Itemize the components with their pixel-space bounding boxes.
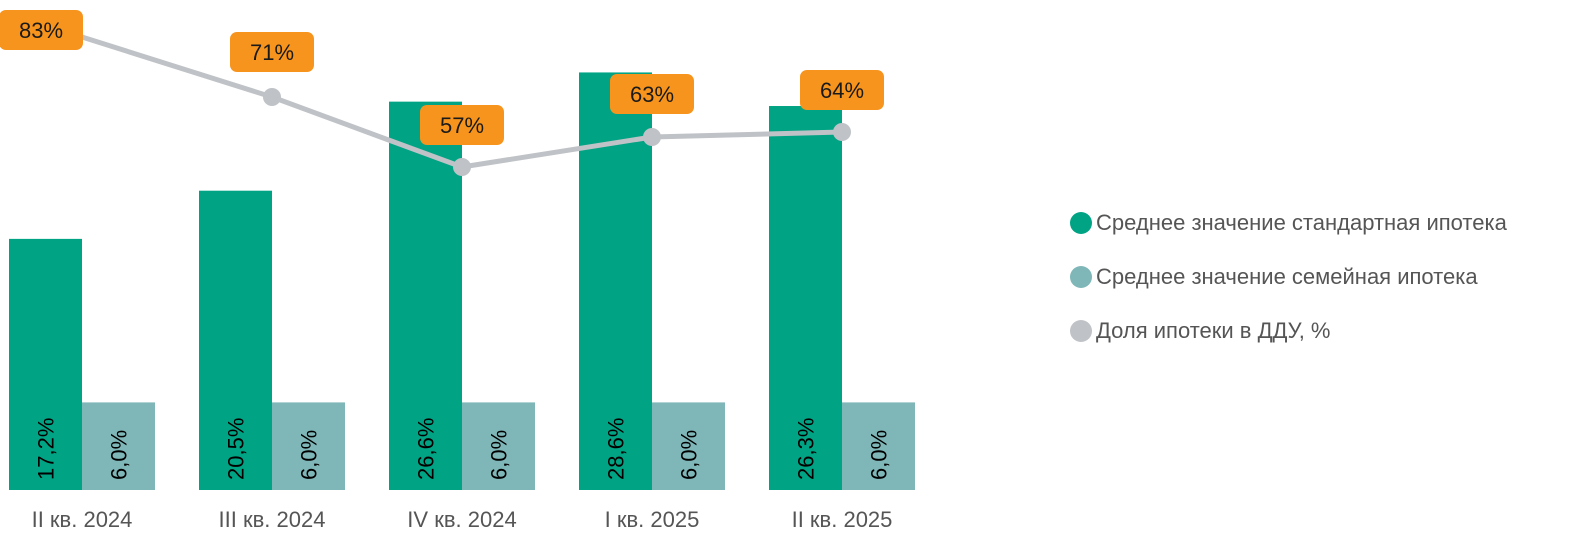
point-mortgage-share [453,158,471,176]
callout-box [0,10,83,50]
category-label: II кв. 2024 [32,507,133,532]
callout-label-mortgage-share: 63% [630,82,674,107]
category-label: I кв. 2025 [605,507,700,532]
bar-standard-mortgage [769,106,842,491]
bar-standard-mortgage [9,238,82,490]
data-label-family-mortgage: 6,0% [297,430,322,480]
callout-box [800,70,884,110]
callout-box [610,74,694,114]
callout-label-mortgage-share: 83% [19,18,63,43]
point-mortgage-share [833,123,851,141]
callout-box [230,32,314,72]
legend-item-mortgage-share: Доля ипотеки в ДДУ, % [1070,304,1507,358]
data-label-family-mortgage: 6,0% [867,430,892,480]
data-label-standard-mortgage: 20,5% [224,418,249,480]
bar-standard-mortgage [389,101,462,490]
category-label: IV кв. 2024 [407,507,516,532]
category-label: II кв. 2025 [792,507,893,532]
data-label-family-mortgage: 6,0% [677,430,702,480]
bar-family-mortgage [462,402,535,490]
bar-family-mortgage [652,402,725,490]
bar-family-mortgage [82,402,155,490]
legend-item-standard-mortgage: Среднее значение стандартная ипотека [1070,196,1507,250]
legend: Среднее значение стандартная ипотека Сре… [1070,196,1507,358]
legend-marker-family-mortgage [1070,266,1092,288]
data-label-standard-mortgage: 26,6% [414,418,439,480]
data-label-standard-mortgage: 28,6% [604,418,629,480]
category-label: III кв. 2024 [219,507,326,532]
bar-family-mortgage [842,402,915,490]
legend-label-standard-mortgage: Среднее значение стандартная ипотека [1096,210,1507,235]
callout-label-mortgage-share: 57% [440,113,484,138]
legend-label-family-mortgage: Среднее значение семейная ипотека [1096,264,1478,289]
data-label-standard-mortgage: 26,3% [794,418,819,480]
legend-item-family-mortgage: Среднее значение семейная ипотека [1070,250,1507,304]
data-label-family-mortgage: 6,0% [487,430,512,480]
bar-standard-mortgage [199,190,272,490]
bar-family-mortgage [272,402,345,490]
callout-label-mortgage-share: 71% [250,40,294,65]
legend-marker-standard-mortgage [1070,212,1092,234]
data-label-standard-mortgage: 17,2% [34,418,59,480]
callout-label-mortgage-share: 64% [820,78,864,103]
point-mortgage-share [643,128,661,146]
legend-marker-mortgage-share [1070,320,1092,342]
legend-label-mortgage-share: Доля ипотеки в ДДУ, % [1096,318,1331,343]
chart: 17,2% 6,0% II кв. 2024 20,5% 6,0% III кв. 202… [0,10,915,532]
data-label-family-mortgage: 6,0% [107,430,132,480]
point-mortgage-share [263,88,281,106]
callout-box [420,105,504,145]
